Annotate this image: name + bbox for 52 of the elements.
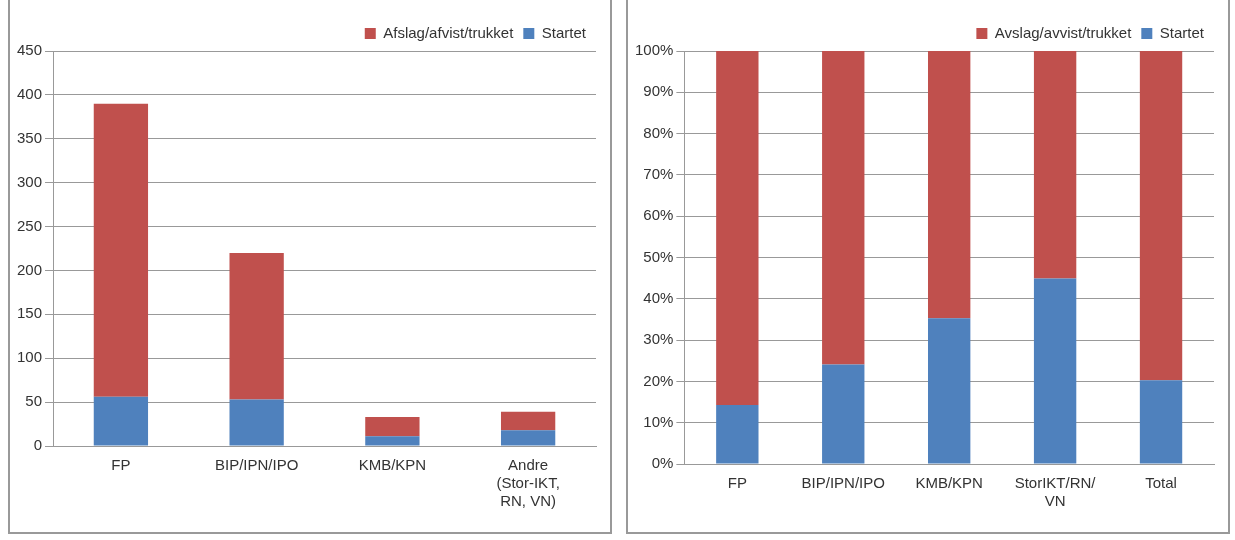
x-tick-label: KMB/KPN [358,456,427,474]
bar [365,436,420,446]
bar [500,430,556,446]
bar [822,364,865,464]
y-tick-label: 50 [25,392,43,410]
bar [500,411,556,431]
bar [1033,278,1077,464]
y-tick-label: 50% [643,247,674,265]
bar [928,318,971,464]
y-tick-label: 200 [17,260,43,278]
y-tick-label: 350 [17,128,43,146]
y-tick-label: 10% [643,412,674,430]
x-tick-label: BIP/IPN/IPO [801,474,885,492]
x-tick-label: KMB/KPN [915,474,983,492]
legend-label: Afslag/afvist/trukket [383,23,515,41]
bar [229,252,284,400]
bar [229,399,284,446]
y-tick-label: 20% [643,371,674,389]
legend-label: Startet [541,23,587,41]
y-tick-label: 0 [33,436,43,454]
y-tick-label: 80% [643,123,674,141]
bar [365,417,420,437]
y-tick-label: 300 [17,172,43,190]
y-tick-label: 100% [634,41,674,59]
x-tick-label: BIP/IPN/IPO [214,456,299,474]
y-tick-label: 400 [17,85,43,103]
bar [716,404,759,464]
legend-label: Avslag/avvist/trukket [994,23,1133,41]
x-tick-label: Total [1145,474,1177,492]
bar [1139,51,1183,381]
x-tick-label: StorIKT/RN/VN [1014,474,1097,510]
bar [1033,51,1077,279]
bar [822,51,865,365]
y-tick-label: 150 [17,304,43,322]
bar [928,51,971,319]
bar [1139,380,1183,464]
x-tick-label: FP [727,474,747,492]
y-tick-label: 30% [643,330,674,348]
x-tick-label: Andre (Stor-IKT, RN, VN) [496,456,560,510]
bar [716,51,759,405]
y-tick-label: 450 [17,41,43,59]
y-tick-label: 0% [651,454,674,472]
y-tick-label: 250 [17,216,43,234]
y-tick-label: 100 [17,348,43,366]
y-tick-label: 60% [643,206,674,224]
bar [93,396,149,446]
bar [93,103,149,397]
x-tick-label: FP [111,456,131,474]
y-tick-label: 70% [643,165,674,183]
y-tick-label: 90% [643,82,674,100]
y-tick-label: 40% [643,288,674,306]
legend-label: Startet [1159,23,1205,41]
